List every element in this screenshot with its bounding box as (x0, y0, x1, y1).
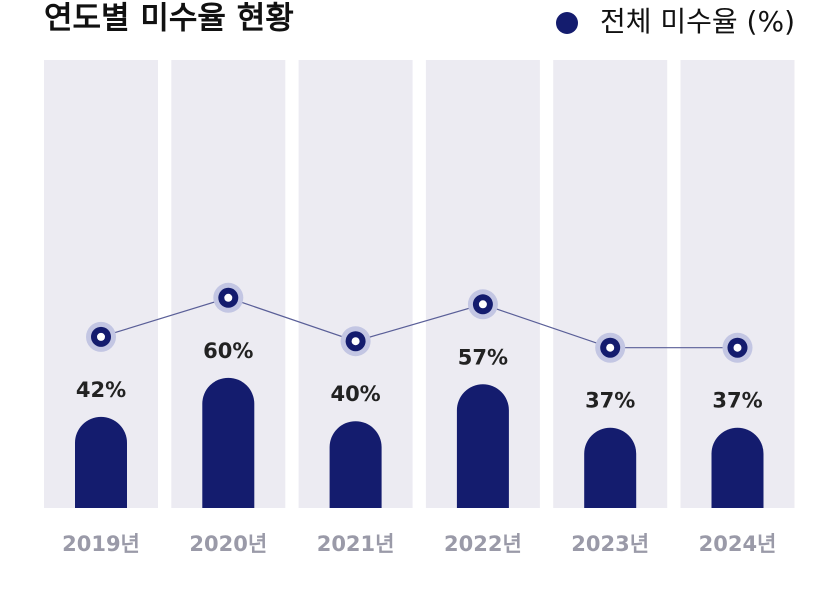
bar (75, 416, 127, 508)
x-tick-label: 2021년 (317, 532, 395, 556)
point-center (351, 337, 360, 346)
value-label: 37% (712, 389, 762, 413)
legend-label: 전체 미수율 (%) (600, 5, 795, 38)
line (100, 297, 738, 349)
point-center (478, 300, 487, 309)
value-label: 40% (330, 382, 380, 406)
bar (329, 421, 382, 508)
value-label: 37% (585, 389, 635, 413)
bar (711, 427, 764, 508)
x-tick-label: 2024년 (699, 532, 777, 556)
bar (202, 377, 255, 508)
legend-marker (556, 12, 578, 34)
x-tick-label: 2023년 (571, 532, 649, 556)
bar (456, 384, 509, 508)
point-center (97, 332, 105, 341)
x-tick-label: 2020년 (189, 532, 267, 556)
x-tick-label: 2022년 (444, 532, 522, 556)
point-center (606, 343, 615, 352)
point-center (733, 343, 742, 352)
value-label: 42% (76, 378, 126, 402)
value-label: 60% (203, 339, 253, 363)
point-center (224, 293, 233, 302)
x-tick-label: 2019년 (62, 532, 140, 556)
bar (584, 427, 637, 508)
value-label: 57% (458, 345, 508, 369)
chart-title: 연도별 미수율 현황 (44, 1, 294, 37)
